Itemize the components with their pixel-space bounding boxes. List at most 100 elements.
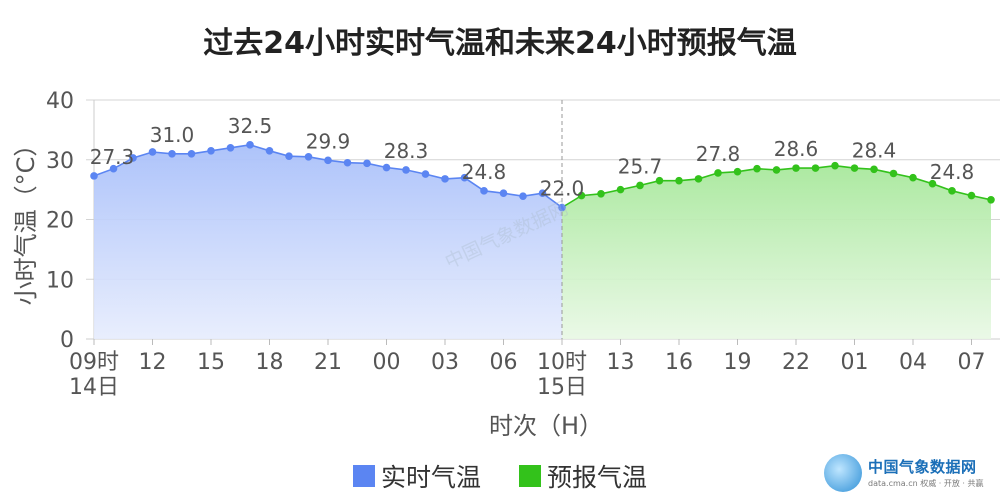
- y-tick-10: 10: [46, 268, 74, 293]
- point-forecast-13[interactable]: [811, 164, 820, 172]
- point-observed-19[interactable]: [460, 173, 469, 182]
- point-observed-8[interactable]: [246, 141, 254, 149]
- x-tick-36: 22: [782, 350, 810, 375]
- point-forecast-2[interactable]: [597, 190, 605, 198]
- legend-item-observed[interactable]: 实时气温: [352, 458, 481, 494]
- x-tick-27: 13: [607, 350, 635, 375]
- data-label-observed-20: 24.8: [462, 160, 507, 184]
- legend-item-forecast[interactable]: 预报气温: [519, 458, 647, 494]
- data-label-observed-24: 22.0: [540, 177, 585, 201]
- legend-swatch-forecast: [519, 465, 541, 487]
- legend-label-observed: 实时气温: [380, 463, 481, 492]
- area-observed: [94, 144, 562, 339]
- y-tick-0: 0: [60, 328, 74, 353]
- point-observed-16[interactable]: [402, 166, 410, 174]
- point-observed-24[interactable]: [558, 203, 566, 212]
- x-tick-30: 16: [665, 350, 693, 375]
- data-label-observed-0: 27.3: [90, 145, 135, 169]
- point-forecast-15[interactable]: [850, 164, 859, 172]
- point-observed-21[interactable]: [499, 189, 508, 198]
- y-tick-40: 40: [46, 89, 74, 114]
- point-forecast-9[interactable]: [733, 167, 742, 176]
- x-tick-sub-24: 15日: [537, 375, 587, 400]
- legend-label-forecast: 预报气温: [547, 463, 648, 492]
- y-axis-label: 小时气温（°C）: [12, 133, 40, 306]
- point-forecast-20[interactable]: [948, 187, 956, 195]
- point-observed-3[interactable]: [148, 148, 157, 156]
- cma-data-logo: 中国气象数据网 data.cma.cn 权威 · 开放 · 共赢: [820, 452, 990, 496]
- point-forecast-6[interactable]: [675, 176, 683, 185]
- cma-logo-name: 中国气象数据网: [868, 458, 977, 476]
- area-forecast: [562, 165, 991, 339]
- data-label-forecast-12: 28.6: [774, 137, 819, 161]
- point-observed-18[interactable]: [441, 175, 449, 183]
- x-tick-21: 06: [490, 350, 518, 375]
- x-tick-12: 21: [314, 350, 342, 375]
- point-forecast-17[interactable]: [889, 169, 898, 178]
- data-label-observed-4: 31.0: [150, 123, 195, 147]
- point-forecast-11[interactable]: [772, 166, 781, 174]
- point-observed-6[interactable]: [207, 146, 215, 155]
- y-tick-30: 30: [46, 149, 74, 174]
- point-observed-0[interactable]: [90, 172, 98, 180]
- point-observed-14[interactable]: [363, 159, 371, 168]
- data-label-forecast-16: 28.4: [852, 138, 897, 162]
- x-tick-42: 04: [899, 350, 927, 375]
- chart-legend: 实时气温 预报气温: [0, 458, 1000, 494]
- y-tick-20: 20: [46, 209, 74, 234]
- point-forecast-12[interactable]: [792, 164, 800, 172]
- point-observed-17[interactable]: [421, 170, 430, 178]
- x-tick-6: 15: [197, 350, 225, 375]
- point-observed-23[interactable]: [538, 189, 547, 198]
- point-observed-22[interactable]: [519, 192, 527, 200]
- point-forecast-14[interactable]: [831, 161, 839, 170]
- x-tick-24: 10时: [537, 350, 587, 375]
- point-observed-9[interactable]: [265, 146, 274, 155]
- point-observed-11[interactable]: [304, 152, 313, 161]
- data-label-forecast-8: 27.8: [696, 142, 741, 166]
- point-forecast-18[interactable]: [909, 173, 917, 182]
- cma-logo-tagline: data.cma.cn 权威 · 开放 · 共赢: [868, 479, 984, 488]
- point-forecast-22[interactable]: [987, 195, 995, 204]
- point-forecast-5[interactable]: [655, 176, 664, 185]
- point-forecast-21[interactable]: [967, 191, 976, 200]
- cma-logo-icon: [824, 454, 862, 492]
- point-observed-2[interactable]: [129, 154, 137, 162]
- data-label-observed-8: 32.5: [228, 114, 273, 138]
- data-label-observed-12: 29.9: [306, 129, 351, 153]
- point-observed-15[interactable]: [382, 163, 391, 172]
- series-points: [90, 141, 995, 212]
- point-observed-13[interactable]: [343, 158, 352, 167]
- point-forecast-3[interactable]: [616, 185, 625, 194]
- data-label-forecast-4: 25.7: [618, 154, 663, 178]
- point-observed-7[interactable]: [226, 144, 235, 152]
- x-tick-18: 03: [431, 350, 459, 375]
- x-tick-15: 00: [373, 350, 401, 375]
- legend-swatch-observed: [352, 465, 375, 487]
- point-forecast-10[interactable]: [753, 164, 761, 173]
- x-tick-3: 12: [139, 350, 167, 375]
- data-label-forecast-20: 24.8: [930, 160, 975, 184]
- point-observed-4[interactable]: [168, 149, 176, 158]
- point-forecast-4[interactable]: [636, 181, 644, 190]
- point-forecast-7[interactable]: [694, 175, 703, 183]
- x-axis-label: 时次（H）: [489, 412, 603, 440]
- chart-title: 过去24小时实时气温和未来24小时预报气温: [203, 26, 797, 61]
- x-tick-33: 19: [724, 350, 752, 375]
- area-fills: [94, 144, 991, 339]
- data-labels: 27.3 31.0 32.5 29.9 28.3 24.8 22.0 25.7 27.8 28.6…: [90, 114, 975, 201]
- point-observed-1[interactable]: [109, 164, 118, 173]
- point-forecast-1[interactable]: [577, 191, 586, 200]
- point-observed-12[interactable]: [324, 156, 332, 165]
- data-label-observed-16: 28.3: [384, 139, 429, 163]
- point-forecast-8[interactable]: [714, 169, 722, 177]
- x-tick-0: 09时: [69, 350, 119, 375]
- point-observed-5[interactable]: [187, 149, 196, 158]
- point-forecast-16[interactable]: [870, 165, 878, 174]
- y-axis-ticks: 0 10 20 30 40: [46, 89, 74, 353]
- point-forecast-19[interactable]: [928, 179, 937, 188]
- point-observed-10[interactable]: [285, 152, 293, 160]
- point-observed-20[interactable]: [480, 187, 488, 195]
